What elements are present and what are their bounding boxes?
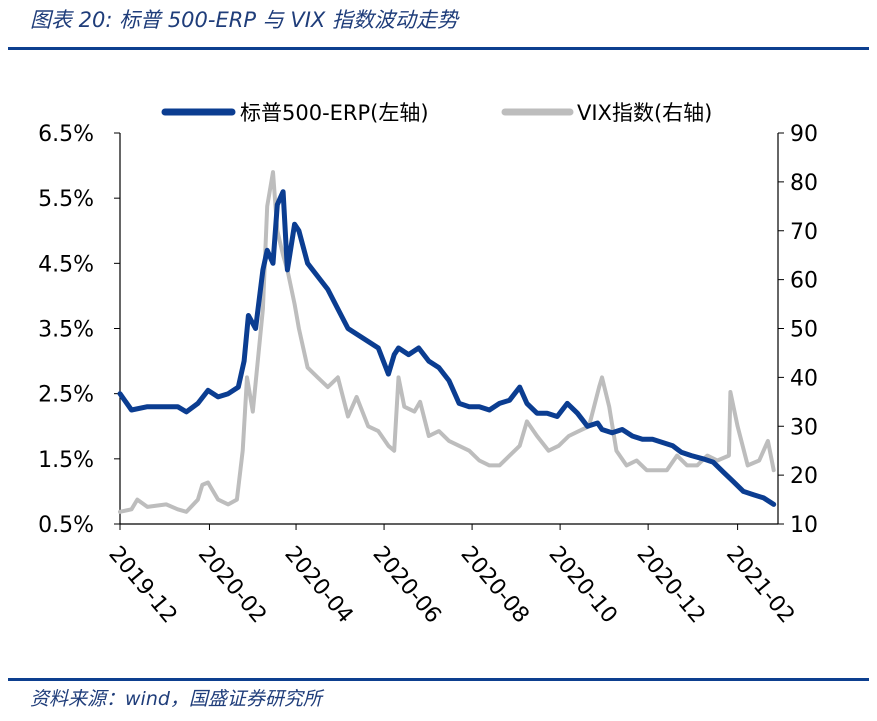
legend: 标普500-ERP(左轴) VIX指数(右轴): [161, 101, 712, 125]
right-tick-label: 70: [790, 220, 818, 245]
left-tick-label: 4.5%: [38, 252, 94, 277]
x-tick-label: 2021-02: [721, 542, 799, 628]
right-tick-label: 80: [790, 171, 818, 196]
x-tick-label: 2020-04: [279, 542, 357, 628]
x-tick-label: 2019-12: [103, 542, 181, 628]
figure-title: 图表 20: 标普 500-ERP 与 VIX 指数波动走势: [30, 8, 458, 32]
right-tick-label: 50: [790, 318, 818, 343]
right-tick-label: 10: [790, 513, 818, 538]
right-tick-label: 90: [790, 122, 818, 147]
source-note: 资料来源：wind，国盛证券研究所: [30, 688, 322, 710]
right-tick-label: 30: [790, 415, 818, 440]
legend-erp-label: 标普500-ERP(左轴): [240, 101, 429, 125]
erp-vix-chart: 标普500-ERP(左轴) VIX指数(右轴) 6.5% 5.5% 4.5% 3.5%…: [38, 101, 818, 628]
erp-series-line: [117, 189, 777, 507]
right-tick-label: 20: [790, 464, 818, 489]
left-tick-label: 6.5%: [38, 122, 94, 147]
vix-series-line: [118, 170, 776, 514]
axes: 6.5% 5.5% 4.5% 3.5% 2.5% 1.5% 0.5% 90 80 70 60 50 40…: [38, 122, 818, 628]
title-rule: [8, 47, 869, 50]
x-tick-label: 2020-12: [632, 542, 710, 628]
x-tick-label: 2020-06: [367, 542, 445, 628]
left-tick-label: 2.5%: [38, 383, 94, 408]
left-tick-label: 3.5%: [38, 318, 94, 343]
x-tick-label: 2020-10: [544, 542, 622, 628]
right-tick-label: 60: [790, 269, 818, 294]
left-tick-label: 5.5%: [38, 187, 94, 212]
left-tick-label: 0.5%: [38, 513, 94, 538]
series-layer: [117, 170, 777, 514]
left-tick-label: 1.5%: [38, 448, 94, 473]
source-rule: [8, 678, 869, 681]
x-tick-label: 2020-02: [193, 542, 271, 628]
legend-vix-label: VIX指数(右轴): [577, 101, 712, 125]
x-tick-label: 2020-08: [455, 542, 533, 628]
right-tick-label: 40: [790, 366, 818, 391]
